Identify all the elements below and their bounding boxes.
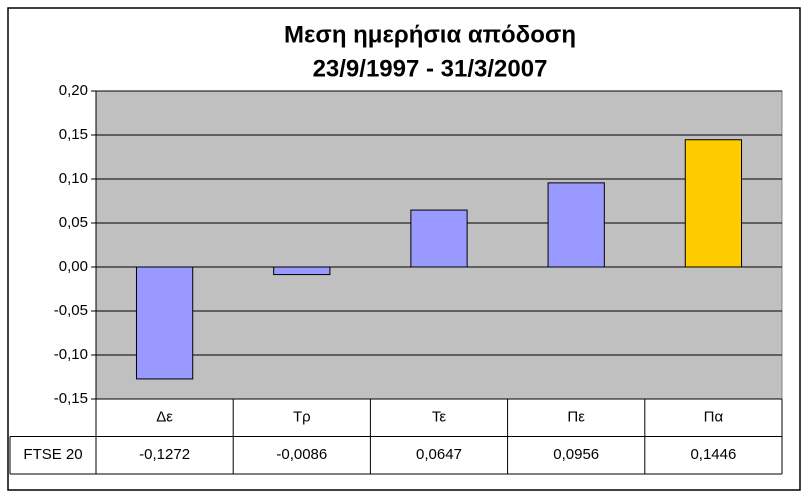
chart-title: Μεση ημερήσια απόδοση [284, 21, 576, 48]
table-value: -0,1272 [139, 446, 190, 463]
bar [135, 266, 194, 380]
y-tick-label: -0,10 [54, 346, 88, 363]
chart-subtitle: 23/9/1997 - 31/3/2007 [313, 55, 548, 82]
table-value: 0,0647 [416, 446, 462, 463]
y-tick-label: 0,05 [59, 214, 88, 231]
y-tick-label: -0,05 [54, 302, 88, 319]
bar [547, 182, 605, 268]
y-tick-label: -0,15 [54, 390, 88, 407]
table-value: 0,0956 [553, 446, 599, 463]
x-tick-label: Τε [432, 409, 447, 426]
x-tick-label: Πε [567, 409, 585, 426]
bar [684, 139, 743, 268]
bar [273, 266, 331, 276]
table-value: -0,0086 [276, 446, 327, 463]
table-value: 0,1446 [690, 446, 736, 463]
y-tick-label: 0,10 [59, 170, 88, 187]
x-tick-label: Τρ [293, 409, 311, 426]
legend-label: FTSE 20 [23, 446, 82, 463]
x-tick-label: Πα [704, 409, 724, 426]
bar [410, 209, 468, 268]
y-tick-label: 0,15 [59, 126, 88, 143]
y-tick-label: 0,20 [59, 82, 88, 99]
x-tick-label: Δε [156, 409, 173, 426]
y-tick-label: 0,00 [59, 258, 88, 275]
